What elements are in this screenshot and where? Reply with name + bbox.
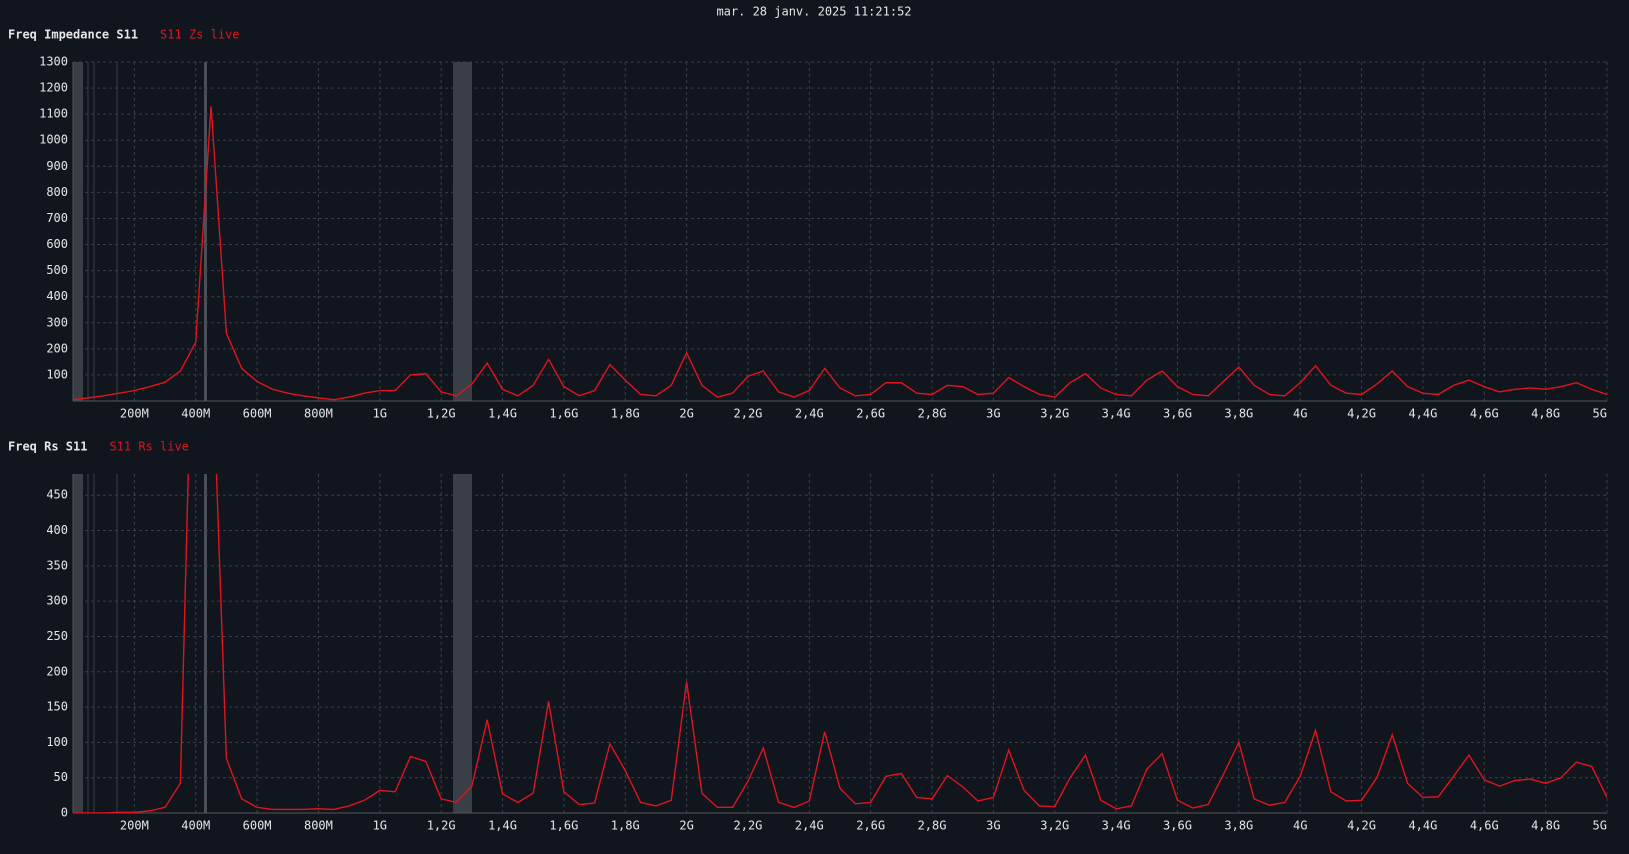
y-tick-label: 900: [46, 159, 68, 173]
y-tick-label: 400: [46, 523, 68, 537]
y-tick-label: 1200: [39, 81, 68, 95]
x-tick-label: 5G: [1593, 407, 1607, 421]
y-tick-label: 50: [54, 770, 68, 784]
x-tick-label: 4,6G: [1470, 407, 1499, 421]
marker-line: [204, 474, 207, 813]
y-tick-label: 400: [46, 289, 68, 303]
x-tick-label: 4,8G: [1531, 819, 1560, 833]
x-tick-label: 4G: [1293, 407, 1307, 421]
y-tick-label: 450: [46, 488, 68, 502]
y-tick-label: 200: [46, 341, 68, 355]
y-tick-label: 150: [46, 700, 68, 714]
x-tick-label: 3,4G: [1102, 407, 1131, 421]
x-tick-label: 2,8G: [918, 819, 947, 833]
x-tick-label: 1,4G: [488, 407, 517, 421]
y-tick-label: 350: [46, 558, 68, 572]
y-tick-label: 300: [46, 315, 68, 329]
marker-line: [204, 62, 207, 401]
x-tick-label: 2G: [679, 819, 693, 833]
x-tick-label: 3,6G: [1163, 819, 1192, 833]
legend-entry: S11 Rs live: [109, 440, 188, 454]
x-tick-label: 1,2G: [427, 407, 456, 421]
x-tick-label: 4,4G: [1408, 819, 1437, 833]
x-tick-label: 2,2G: [734, 407, 763, 421]
x-tick-label: 4,6G: [1470, 819, 1499, 833]
x-tick-label: 2,8G: [918, 407, 947, 421]
x-tick-label: 1G: [373, 407, 387, 421]
x-tick-label: 3,8G: [1224, 819, 1253, 833]
x-tick-label: 3,6G: [1163, 407, 1192, 421]
y-tick-label: 0: [61, 806, 68, 820]
x-tick-label: 3G: [986, 407, 1000, 421]
x-tick-label: 600M: [243, 407, 272, 421]
x-tick-label: 4,4G: [1408, 407, 1437, 421]
x-tick-label: 5G: [1593, 819, 1607, 833]
marker-band: [73, 474, 83, 813]
y-tick-label: 1300: [39, 55, 68, 69]
x-tick-label: 2,4G: [795, 407, 824, 421]
x-tick-label: 3G: [986, 819, 1000, 833]
x-tick-label: 2G: [679, 407, 693, 421]
y-tick-label: 200: [46, 664, 68, 678]
x-tick-label: 4,2G: [1347, 819, 1376, 833]
marker-band: [73, 62, 83, 401]
y-tick-label: 250: [46, 629, 68, 643]
x-tick-label: 3,2G: [1040, 819, 1069, 833]
marker-band: [453, 474, 472, 813]
x-tick-label: 600M: [243, 819, 272, 833]
x-tick-label: 400M: [181, 407, 210, 421]
chart-title: Freq Impedance S11: [8, 28, 138, 42]
x-tick-label: 3,4G: [1102, 819, 1131, 833]
y-tick-label: 700: [46, 211, 68, 225]
x-tick-label: 1,2G: [427, 819, 456, 833]
x-tick-label: 2,2G: [734, 819, 763, 833]
y-tick-label: 1000: [39, 133, 68, 147]
x-tick-label: 1,8G: [611, 407, 640, 421]
chart-title: Freq Rs S11: [8, 440, 87, 454]
timestamp: mar. 28 janv. 2025 11:21:52: [716, 5, 911, 19]
y-tick-label: 1100: [39, 107, 68, 121]
y-tick-label: 800: [46, 185, 68, 199]
x-tick-label: 200M: [120, 819, 149, 833]
x-tick-label: 400M: [181, 819, 210, 833]
y-tick-label: 500: [46, 263, 68, 277]
x-tick-label: 1,6G: [549, 819, 578, 833]
x-tick-label: 1,6G: [549, 407, 578, 421]
x-tick-label: 1G: [373, 819, 387, 833]
x-tick-label: 4G: [1293, 819, 1307, 833]
x-tick-label: 200M: [120, 407, 149, 421]
x-tick-label: 2,6G: [856, 819, 885, 833]
series-line: [73, 474, 1607, 813]
x-tick-label: 3,2G: [1040, 407, 1069, 421]
x-tick-label: 2,4G: [795, 819, 824, 833]
y-tick-label: 600: [46, 237, 68, 251]
x-tick-label: 800M: [304, 819, 333, 833]
y-tick-label: 100: [46, 735, 68, 749]
series-line: [73, 106, 1607, 401]
x-tick-label: 4,8G: [1531, 407, 1560, 421]
x-tick-label: 1,8G: [611, 819, 640, 833]
y-tick-label: 300: [46, 594, 68, 608]
legend-entry: S11 Zs live: [160, 28, 239, 42]
x-tick-label: 800M: [304, 407, 333, 421]
x-tick-label: 4,2G: [1347, 407, 1376, 421]
x-tick-label: 3,8G: [1224, 407, 1253, 421]
marker-band: [453, 62, 472, 401]
x-tick-label: 1,4G: [488, 819, 517, 833]
y-tick-label: 100: [46, 367, 68, 381]
x-tick-label: 2,6G: [856, 407, 885, 421]
